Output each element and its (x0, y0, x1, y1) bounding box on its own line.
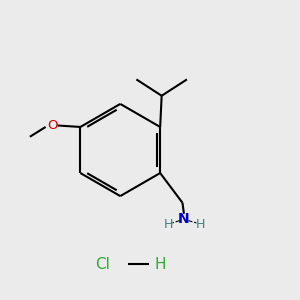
Text: H: H (164, 218, 173, 231)
Text: O: O (47, 119, 57, 132)
Text: H: H (155, 257, 166, 272)
Text: Cl: Cl (95, 257, 110, 272)
Text: H: H (196, 218, 205, 231)
Text: N: N (178, 212, 190, 226)
